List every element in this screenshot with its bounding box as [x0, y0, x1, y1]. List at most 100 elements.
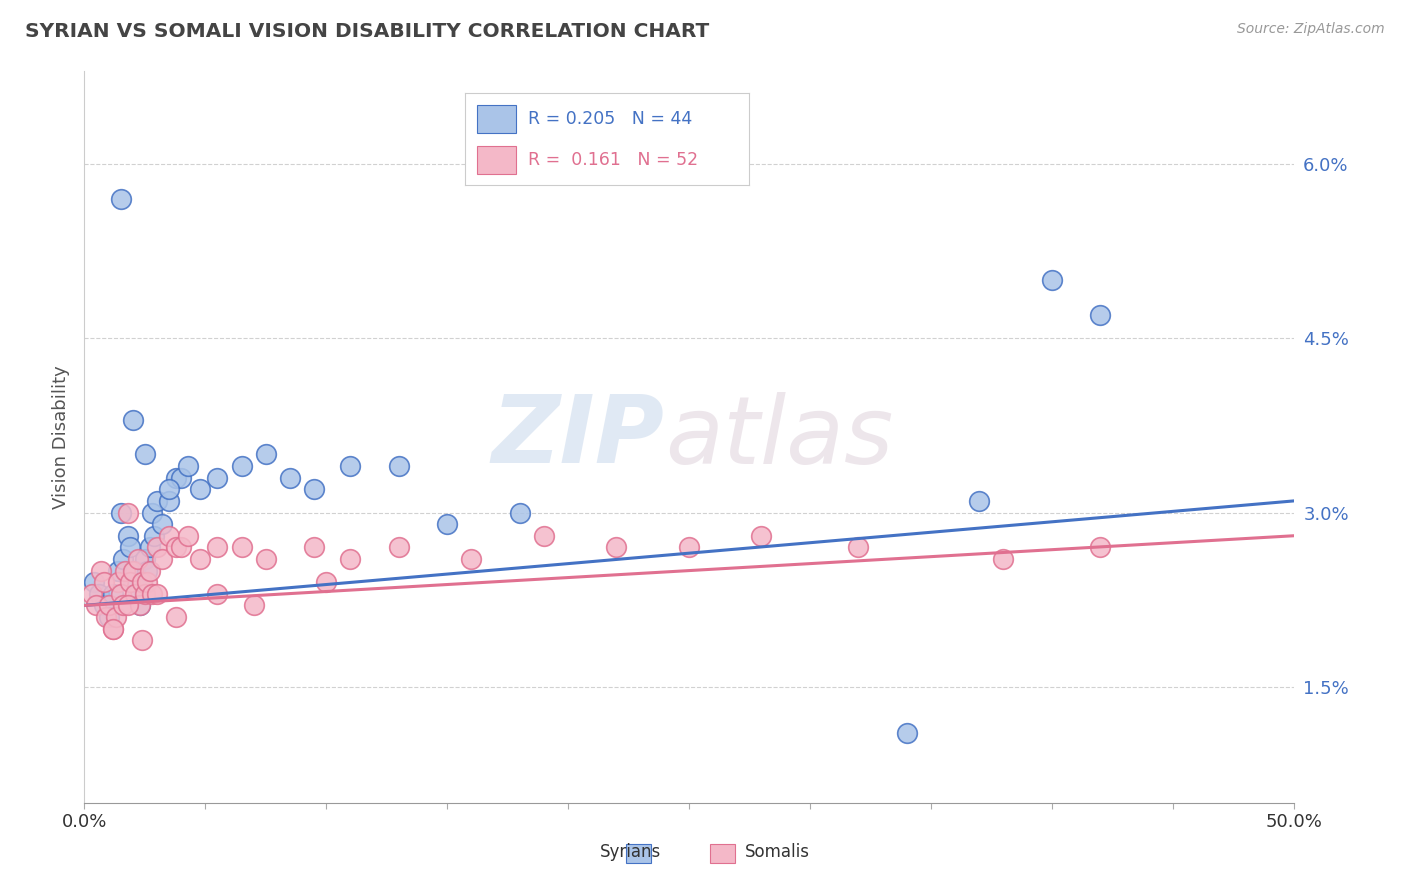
- Point: [127, 587, 149, 601]
- Point: [124, 587, 146, 601]
- Point: [190, 552, 212, 566]
- Point: [120, 541, 142, 555]
- Point: [121, 575, 143, 590]
- Point: [104, 610, 127, 624]
- Point: [231, 459, 253, 474]
- Point: [315, 575, 337, 590]
- Point: [388, 541, 411, 555]
- Point: [138, 541, 160, 555]
- Point: [605, 541, 627, 555]
- Point: [134, 587, 156, 601]
- Point: [93, 599, 115, 613]
- Point: [302, 483, 325, 497]
- Point: [254, 552, 277, 566]
- Point: [138, 564, 160, 578]
- Text: atlas: atlas: [665, 392, 893, 483]
- Point: [207, 587, 229, 601]
- Point: [170, 541, 193, 555]
- Point: [302, 541, 325, 555]
- Point: [141, 506, 163, 520]
- Point: [896, 726, 918, 740]
- Point: [157, 529, 180, 543]
- Point: [150, 517, 173, 532]
- Point: [93, 575, 115, 590]
- Point: [112, 552, 135, 566]
- Point: [177, 529, 200, 543]
- Point: [94, 610, 117, 624]
- Point: [103, 622, 125, 636]
- Point: [177, 459, 200, 474]
- Y-axis label: Vision Disability: Vision Disability: [52, 365, 70, 509]
- Point: [170, 471, 193, 485]
- Point: [107, 575, 129, 590]
- Point: [242, 599, 264, 613]
- Point: [533, 529, 555, 543]
- Point: [207, 541, 229, 555]
- Point: [97, 610, 120, 624]
- Point: [278, 471, 301, 485]
- Point: [110, 192, 132, 206]
- Point: [678, 541, 700, 555]
- Point: [110, 506, 132, 520]
- Text: Somalis: Somalis: [745, 843, 810, 861]
- Point: [146, 587, 169, 601]
- Point: [121, 564, 143, 578]
- Point: [967, 494, 990, 508]
- Point: [165, 471, 187, 485]
- Point: [117, 529, 139, 543]
- Point: [134, 552, 156, 566]
- Point: [136, 564, 159, 578]
- Point: [339, 552, 361, 566]
- Point: [143, 529, 166, 543]
- Text: SYRIAN VS SOMALI VISION DISABILITY CORRELATION CHART: SYRIAN VS SOMALI VISION DISABILITY CORRE…: [25, 22, 710, 41]
- Point: [80, 587, 103, 601]
- Point: [112, 599, 135, 613]
- Point: [460, 552, 482, 566]
- Point: [134, 448, 156, 462]
- Text: ZIP: ZIP: [492, 391, 665, 483]
- Point: [339, 459, 361, 474]
- Point: [1040, 273, 1063, 287]
- Point: [110, 587, 132, 601]
- Point: [254, 448, 277, 462]
- Point: [751, 529, 773, 543]
- Point: [90, 564, 112, 578]
- Point: [114, 564, 136, 578]
- Text: Syrians: Syrians: [599, 843, 661, 861]
- Point: [107, 564, 129, 578]
- Point: [993, 552, 1015, 566]
- Point: [436, 517, 458, 532]
- Point: [388, 459, 411, 474]
- Point: [231, 541, 253, 555]
- Point: [129, 599, 152, 613]
- Point: [124, 564, 146, 578]
- Point: [120, 575, 142, 590]
- Point: [103, 622, 125, 636]
- Point: [1088, 541, 1111, 555]
- Point: [846, 541, 869, 555]
- Point: [190, 483, 212, 497]
- Point: [1088, 308, 1111, 322]
- Point: [146, 494, 169, 508]
- Text: Source: ZipAtlas.com: Source: ZipAtlas.com: [1237, 22, 1385, 37]
- Point: [165, 610, 187, 624]
- Point: [207, 471, 229, 485]
- Point: [97, 599, 120, 613]
- Point: [117, 599, 139, 613]
- Point: [136, 575, 159, 590]
- Point: [509, 506, 531, 520]
- Point: [150, 552, 173, 566]
- Point: [83, 575, 105, 590]
- Point: [131, 575, 153, 590]
- Point: [121, 412, 143, 426]
- Point: [165, 541, 187, 555]
- Point: [129, 599, 152, 613]
- Point: [157, 483, 180, 497]
- Point: [141, 587, 163, 601]
- Point: [86, 599, 108, 613]
- Point: [117, 506, 139, 520]
- Point: [146, 541, 169, 555]
- Point: [131, 575, 153, 590]
- Point: [127, 552, 149, 566]
- Point: [157, 494, 180, 508]
